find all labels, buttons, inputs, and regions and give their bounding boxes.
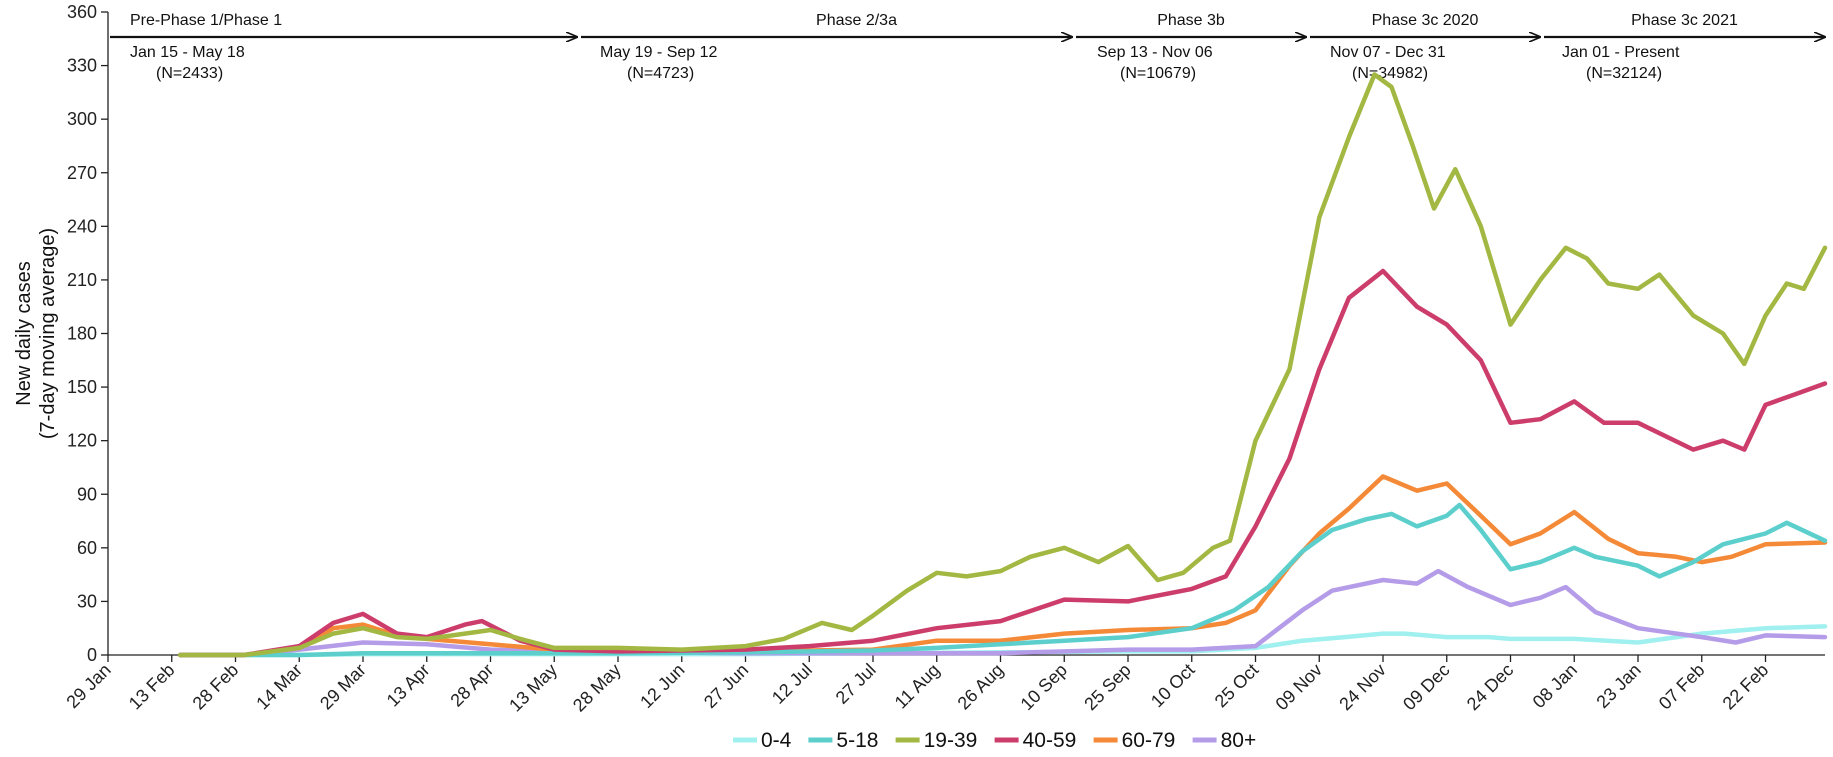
phase-dates: Nov 07 - Dec 31 bbox=[1330, 44, 1446, 61]
y-axis-title: New daily cases (7-day moving average) bbox=[13, 228, 59, 439]
phase-count: (N=32124) bbox=[1586, 65, 1662, 82]
series-lines bbox=[178, 72, 1828, 658]
y-tick-label: 300 bbox=[67, 109, 97, 129]
x-tick-label: 13 Apr bbox=[383, 660, 434, 711]
phase-count: (N=2433) bbox=[156, 65, 223, 82]
y-tick-label: 360 bbox=[67, 2, 97, 22]
y-tick-label: 150 bbox=[67, 377, 97, 397]
x-tick-label: 12 Jun bbox=[636, 660, 688, 712]
phase-name: Pre-Phase 1/Phase 1 bbox=[130, 12, 282, 29]
x-tick-label: 29 Jan bbox=[62, 660, 114, 712]
x-tick-label: 09 Dec bbox=[1399, 660, 1453, 714]
y-tick-label: 240 bbox=[67, 216, 97, 236]
y-tick-label: 180 bbox=[67, 324, 97, 344]
x-tick-label: 10 Sep bbox=[1017, 660, 1071, 714]
x-tick-label: 24 Dec bbox=[1463, 660, 1517, 714]
phase-dates: Jan 01 - Present bbox=[1562, 44, 1680, 61]
legend-label-0-4: 0-4 bbox=[761, 729, 792, 752]
y-tick-label: 330 bbox=[67, 56, 97, 76]
phase-dates: Sep 13 - Nov 06 bbox=[1097, 44, 1213, 61]
legend-label-60-79: 60-79 bbox=[1122, 729, 1176, 752]
x-tick-label: 14 Mar bbox=[252, 660, 306, 714]
series-line-5-18 bbox=[178, 502, 1828, 658]
x-tick-label: 27 Jun bbox=[700, 660, 752, 712]
x-tick-label: 27 Jul bbox=[832, 660, 880, 708]
series-line-40-59 bbox=[178, 268, 1828, 658]
x-tick-label: 28 Apr bbox=[446, 660, 497, 711]
y-tick-label: 210 bbox=[67, 270, 97, 290]
legend-label-40-59: 40-59 bbox=[1023, 729, 1077, 752]
y-axis: 0 30 60 90 120 150 180 210 240 270 300 330 360 bbox=[67, 2, 109, 665]
y-axis-title: New daily cases (7-day moving average) bbox=[13, 228, 59, 439]
x-tick-label: 22 Feb bbox=[1719, 660, 1773, 714]
x-tick-label: 23 Jan bbox=[1592, 660, 1644, 712]
x-tick-label: 29 Mar bbox=[316, 660, 370, 714]
phase-count: (N=4723) bbox=[627, 65, 694, 82]
x-tick-label: 25 Sep bbox=[1080, 660, 1134, 714]
y-tick-label: 90 bbox=[77, 484, 97, 504]
phase-name: Phase 3c 2020 bbox=[1372, 12, 1479, 29]
x-tick-label: 07 Feb bbox=[1655, 660, 1709, 714]
x-tick-label: 09 Nov bbox=[1272, 660, 1326, 714]
phase-count: (N=10679) bbox=[1120, 65, 1196, 82]
x-tick-label: 28 May bbox=[569, 660, 625, 716]
series-line-80+ bbox=[178, 568, 1828, 658]
y-tick-label: 30 bbox=[77, 591, 97, 611]
legend-label-5-18: 5-18 bbox=[836, 729, 878, 752]
y-tick-label: 120 bbox=[67, 431, 97, 451]
legend-label-19-39: 19-39 bbox=[924, 729, 978, 752]
y-tick-label: 0 bbox=[87, 645, 97, 665]
x-tick-label: 08 Jan bbox=[1529, 660, 1581, 712]
legend-label-80+: 80+ bbox=[1221, 729, 1257, 752]
phase-name: Phase 2/3a bbox=[816, 12, 897, 29]
legend: 0-4 5-18 19-39 40-59 60-79 80+ bbox=[733, 729, 1256, 752]
x-tick-label: 25 Oct bbox=[1211, 660, 1263, 712]
x-tick-label: 13 Feb bbox=[125, 660, 179, 714]
y-tick-label: 270 bbox=[67, 163, 97, 183]
phase-name: Phase 3c 2021 bbox=[1631, 12, 1738, 29]
y-axis-title-line: New daily cases bbox=[13, 261, 35, 406]
x-tick-label: 24 Nov bbox=[1335, 660, 1389, 714]
series-line-19-39 bbox=[178, 72, 1828, 658]
x-tick-label: 13 May bbox=[505, 660, 561, 716]
x-axis: 29 Jan 13 Feb 28 Feb 14 Mar 29 Mar 13 Apr 28 A… bbox=[62, 654, 1825, 716]
x-tick-label: 10 Oct bbox=[1147, 660, 1199, 712]
phase-count: (N=34982) bbox=[1352, 65, 1428, 82]
x-tick-label: 28 Feb bbox=[189, 660, 243, 714]
y-tick-label: 60 bbox=[77, 538, 97, 558]
x-tick-label: 26 Aug bbox=[954, 660, 1008, 714]
phase-dates: Jan 15 - May 18 bbox=[130, 44, 245, 61]
x-tick-label: 12 Jul bbox=[768, 660, 816, 708]
series-line-60-79 bbox=[178, 474, 1828, 658]
y-axis-title-line: (7-day moving average) bbox=[37, 228, 59, 439]
phase-dates: May 19 - Sep 12 bbox=[600, 44, 718, 61]
phase-name: Phase 3b bbox=[1157, 12, 1225, 29]
x-tick-label: 11 Aug bbox=[891, 660, 944, 713]
phase-annotations: Pre-Phase 1/Phase 1 Jan 15 - May 18 (N=243… bbox=[110, 12, 1825, 82]
